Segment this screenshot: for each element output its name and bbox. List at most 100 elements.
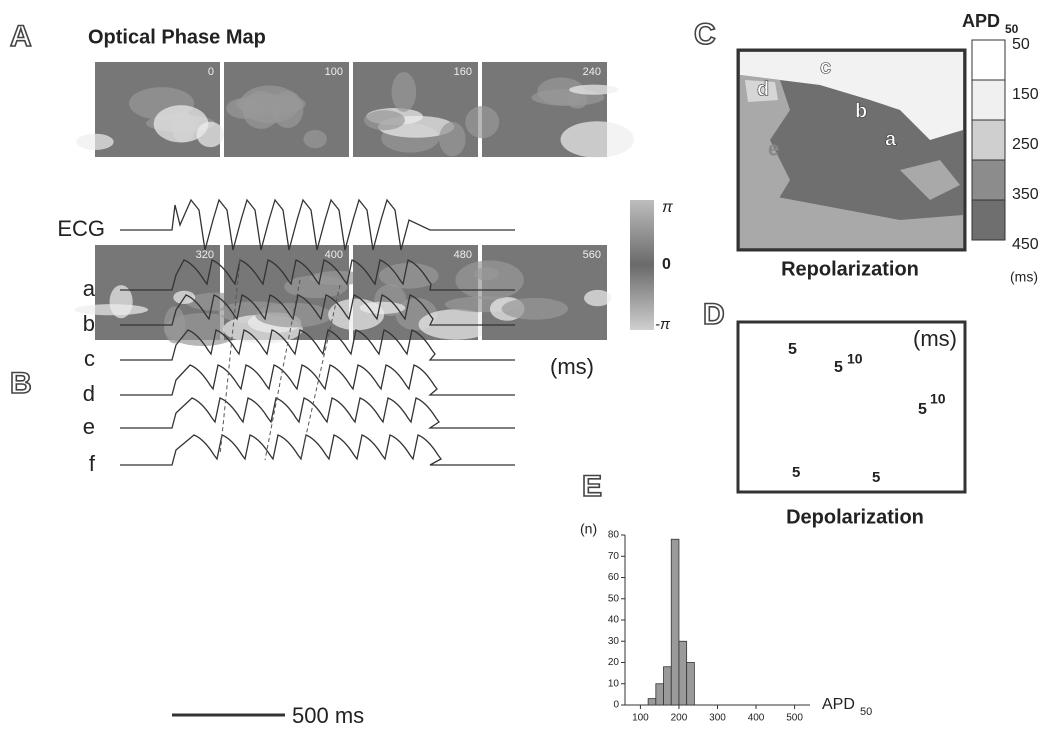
legend-label: 150: [1012, 86, 1039, 103]
isochrone-label: 10: [847, 351, 863, 367]
legend-title: APD: [962, 11, 1000, 31]
phase-blob: [76, 133, 114, 151]
frame-time: 0: [208, 66, 214, 78]
apd-map: [736, 48, 967, 252]
legend-swatch: [971, 119, 1006, 161]
legend-swatch: [971, 199, 1006, 241]
isochrone-label: 5: [792, 464, 800, 481]
region-label: b: [855, 100, 867, 122]
phase-blob: [153, 105, 209, 143]
phase-blob: [465, 105, 500, 139]
x-axis-label-sub: 50: [860, 706, 872, 718]
region-label: a: [885, 128, 897, 150]
legend-label: 450: [1012, 236, 1039, 253]
y-axis-label: (n): [580, 521, 597, 537]
y-tick-label: 10: [608, 678, 620, 689]
y-tick-label: 40: [608, 615, 620, 626]
bar: [663, 666, 672, 706]
frame-time: 320: [196, 249, 214, 261]
bar: [647, 698, 657, 706]
propagation-arrow: [264, 279, 301, 461]
map-region: [740, 190, 963, 248]
propagation-arrow: [299, 284, 341, 463]
x-axis-label: APD: [822, 696, 855, 713]
map-labels: ab c d e: [757, 56, 898, 160]
phase-blob: [391, 72, 417, 112]
region-label: d: [757, 78, 769, 100]
legend-swatch: [971, 79, 1006, 121]
phase-blob: [74, 304, 149, 316]
trace-label: e: [83, 414, 95, 439]
trace: [120, 259, 515, 291]
unit-label: (ms): [1010, 269, 1038, 285]
x-tick-label: 400: [748, 713, 765, 724]
phase-blob: [363, 110, 405, 131]
frame-time: 400: [325, 249, 343, 261]
isochrone-label: 5: [872, 469, 880, 486]
phase-blob: [328, 298, 385, 331]
trace: [120, 397, 515, 429]
trace-label: b: [83, 311, 95, 336]
y-tick-label: 0: [613, 700, 619, 711]
x-tick-label: 200: [671, 713, 688, 724]
isochrone-label: 5: [788, 341, 797, 358]
y-tick-label: 60: [608, 572, 620, 583]
apd-legend: 50 150 250 350 450: [971, 36, 1039, 253]
phase-blob: [378, 262, 439, 289]
panel-title: Optical Phase Map: [88, 26, 266, 48]
y-tick-label: 80: [608, 530, 620, 541]
x-tick-label: 100: [632, 713, 649, 724]
isochrone-label: 5: [918, 401, 927, 418]
map-region: [900, 160, 960, 200]
phase-colorbar: [630, 200, 654, 330]
trace-label: d: [83, 381, 95, 406]
depolarization-map: [736, 320, 967, 494]
trace: [120, 329, 515, 361]
legend-swatch: [971, 159, 1006, 201]
unit-label: (ms): [913, 326, 957, 351]
panel-letter: C: [694, 18, 716, 51]
phase-blob: [439, 121, 466, 157]
x-tick-label: 300: [709, 713, 726, 724]
isochrone-label: 10: [930, 391, 946, 407]
bar: [655, 683, 664, 706]
panel-letter: D: [703, 298, 725, 331]
frame-time: 480: [454, 249, 472, 261]
trace: [120, 294, 515, 326]
y-tick-label: 30: [608, 636, 620, 647]
legend-swatch: [971, 39, 1006, 81]
bar: [686, 662, 695, 706]
trace-label: a: [83, 276, 96, 301]
legend-label: 350: [1012, 186, 1039, 203]
colorbar-label: π: [662, 199, 673, 216]
trace: [120, 364, 515, 396]
panel-letter: E: [582, 470, 602, 503]
phase-blob: [164, 313, 242, 347]
phase-blob: [226, 97, 264, 119]
propagation-arrow: [219, 259, 241, 456]
panel-letter: A: [10, 20, 32, 53]
region-label: e: [768, 138, 779, 160]
frame-time: 100: [325, 66, 343, 78]
scale-label: 500 ms: [292, 703, 364, 728]
map-region: [740, 52, 963, 140]
phase-blob: [584, 289, 612, 307]
trace-label: ECG: [57, 216, 105, 241]
panel-caption: Repolarization: [781, 258, 919, 280]
map-region: [745, 80, 778, 102]
histogram: 0 10 20 30 40 50 60 70 80 100 200 300 400 500 (n) APD 50: [580, 521, 872, 724]
region-label: c: [820, 56, 831, 78]
legend-title-sub: 50: [1005, 22, 1019, 36]
panel-letter: B: [10, 367, 32, 400]
bar: [670, 538, 680, 706]
frame-time: 160: [454, 66, 472, 78]
frame-time: 240: [583, 66, 601, 78]
phase-blob: [501, 297, 569, 320]
y-tick-label: 50: [608, 593, 620, 604]
phase-blob: [569, 84, 619, 95]
legend-label: 250: [1012, 136, 1039, 153]
panel-caption: Depolarization: [786, 506, 924, 528]
